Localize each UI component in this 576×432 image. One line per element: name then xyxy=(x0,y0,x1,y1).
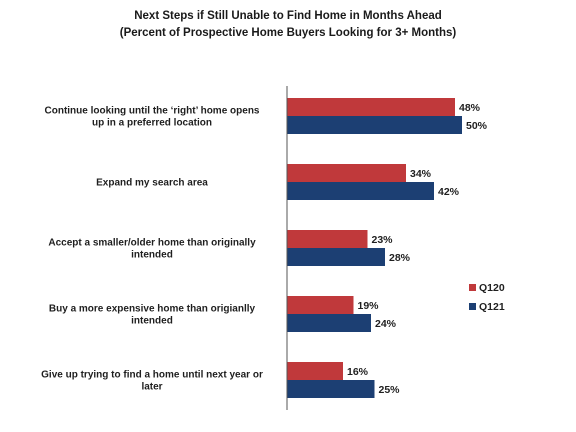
bar-q121 xyxy=(287,116,462,134)
value-label: 34% xyxy=(410,168,432,180)
category-label-line: later xyxy=(141,382,162,393)
value-labels: 48% 50% 34% 42% 23% 28% 19% 24% 16% 25% xyxy=(347,102,488,396)
value-label: 24% xyxy=(375,318,397,330)
category-label-line: Expand my search area xyxy=(96,178,208,189)
legend-label-q121: Q121 xyxy=(479,301,505,313)
category-label-line: Accept a smaller/older home than origina… xyxy=(48,238,256,249)
bars xyxy=(287,98,462,398)
value-label: 48% xyxy=(459,102,481,114)
bar-q120 xyxy=(287,98,455,116)
legend: Q120 Q121 xyxy=(469,282,505,313)
bar-q120 xyxy=(287,164,406,182)
chart-title: Next Steps if Still Unable to Find Home … xyxy=(134,10,442,22)
value-label: 16% xyxy=(347,366,369,378)
category-label: Continue looking until the ‘right’ home … xyxy=(45,106,260,129)
category-label: Expand my search area xyxy=(96,178,208,189)
bar-q120 xyxy=(287,296,354,314)
legend-swatch-q121 xyxy=(469,303,476,310)
category-label: Buy a more expensive home than origianll… xyxy=(49,304,256,327)
category-label-line: Give up trying to find a home until next… xyxy=(41,370,263,381)
value-label: 19% xyxy=(358,300,380,312)
category-label-line: Buy a more expensive home than origianll… xyxy=(49,304,256,315)
value-label: 23% xyxy=(372,234,394,246)
chart-subtitle: (Percent of Prospective Home Buyers Look… xyxy=(119,27,457,39)
category-labels: Continue looking until the ‘right’ home … xyxy=(41,106,263,393)
value-label: 50% xyxy=(466,120,488,132)
value-label: 42% xyxy=(438,186,460,198)
bar-q121 xyxy=(287,380,375,398)
category-label: Accept a smaller/older home than origina… xyxy=(48,238,256,261)
chart-title-block: Next Steps if Still Unable to Find Home … xyxy=(0,8,576,42)
category-label: Give up trying to find a home until next… xyxy=(41,370,263,393)
value-label: 25% xyxy=(379,384,401,396)
legend-label-q120: Q120 xyxy=(479,282,505,294)
bar-q120 xyxy=(287,362,343,380)
bar-q121 xyxy=(287,182,434,200)
value-label: 28% xyxy=(389,252,411,264)
category-label-line: intended xyxy=(131,316,173,327)
category-label-line: intended xyxy=(131,250,173,261)
bar-q121 xyxy=(287,248,385,266)
legend-swatch-q120 xyxy=(469,284,476,291)
bar-q121 xyxy=(287,314,371,332)
category-label-line: Continue looking until the ‘right’ home … xyxy=(45,106,260,117)
category-label-line: up in a preferred location xyxy=(92,118,212,129)
bar-q120 xyxy=(287,230,368,248)
